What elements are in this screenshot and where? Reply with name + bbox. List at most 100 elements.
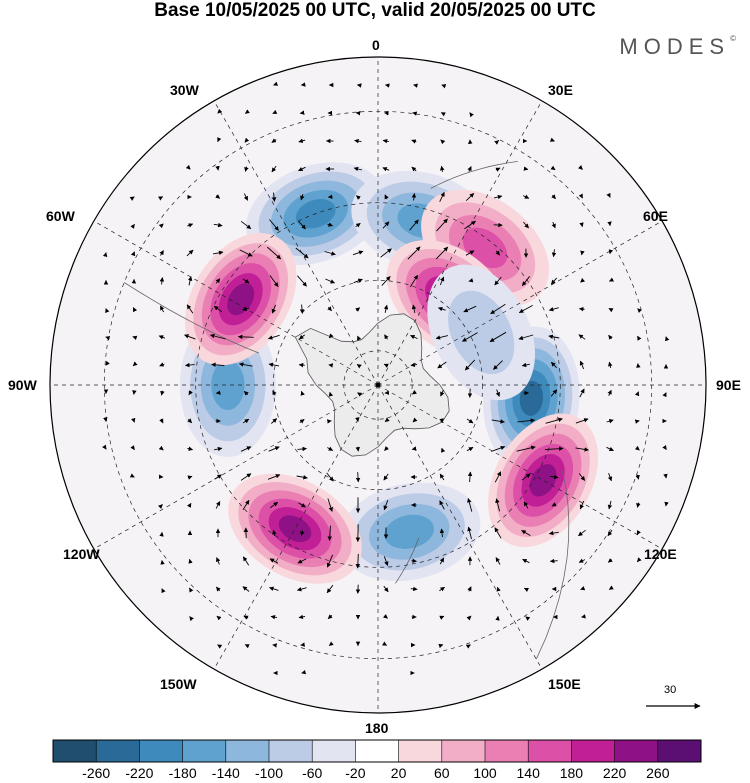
colorbar-swatch [139, 740, 183, 762]
wind-vector [435, 335, 449, 340]
wind-vector [243, 615, 249, 620]
wind-vector [325, 278, 336, 284]
wind-vector [267, 474, 281, 480]
wind-vector [579, 222, 584, 228]
wind-vector [634, 391, 640, 397]
wind-vector [216, 586, 221, 592]
wind-vector [186, 249, 194, 257]
wind-vector [495, 557, 501, 565]
wind-vector [465, 644, 471, 649]
wind-vector [355, 472, 361, 483]
wind-vector [158, 335, 166, 340]
colorbar-label: 100 [473, 765, 497, 781]
wind-vector [185, 164, 191, 170]
wind-vector [607, 558, 613, 563]
wind-vector [384, 417, 390, 423]
wind-vector [187, 502, 192, 508]
wind-vector [523, 166, 529, 171]
wind-vector [467, 586, 472, 592]
wind-vectors [102, 81, 670, 676]
coastline [430, 161, 518, 189]
wind-vector [550, 361, 558, 369]
wind-vector [132, 361, 138, 367]
anomaly-cell [338, 482, 481, 582]
wind-vector [269, 558, 279, 564]
wind-vector [215, 194, 221, 199]
wind-vector [437, 306, 446, 312]
coastline [395, 537, 420, 584]
wind-vector [465, 192, 475, 202]
colorbar [52, 739, 702, 763]
wind-vector [269, 586, 279, 591]
wind-vector [521, 530, 531, 536]
wind-vector [634, 445, 640, 451]
wind-vector [353, 166, 363, 172]
wind-vector [412, 111, 418, 116]
wind-vector [607, 500, 613, 510]
wind-vector [494, 527, 502, 539]
wind-vector [185, 362, 195, 368]
wind-vector [298, 502, 306, 508]
wind-vector [580, 250, 585, 256]
wind-vector [383, 473, 389, 481]
colorbar-label: -20 [345, 765, 366, 781]
wind-vector [271, 165, 277, 173]
wind-vector [518, 334, 534, 341]
colorbar-swatch [398, 740, 443, 762]
wind-vector [407, 246, 421, 260]
wind-vector [242, 586, 250, 592]
wind-vector [131, 417, 136, 423]
wind-vector [439, 191, 445, 202]
wind-vector [439, 615, 445, 620]
wind-vector [437, 361, 447, 369]
wind-vector [549, 558, 558, 564]
wind-vector [548, 530, 559, 536]
wind-vector [382, 139, 389, 144]
wind-vector [465, 250, 475, 256]
wind-vector [326, 554, 334, 568]
anomaly-contour [519, 380, 544, 416]
wind-vector [271, 192, 277, 202]
wind-vector [384, 194, 389, 200]
wind-vector [188, 390, 193, 396]
wind-vector [355, 195, 361, 200]
wind-vector [130, 223, 135, 229]
meridian-line [377, 384, 663, 550]
wind-vector [159, 277, 165, 285]
wind-vector [130, 445, 135, 451]
colorbar-label: 220 [602, 765, 627, 781]
colorbar-frame [52, 739, 702, 763]
wind-vector [159, 362, 165, 367]
wind-vector [268, 446, 280, 452]
colorbar-label: -220 [125, 765, 154, 781]
label-lon-150e: 150E [548, 676, 581, 692]
wind-vector [187, 276, 193, 286]
wind-vector [466, 446, 474, 452]
wind-vector [189, 616, 194, 622]
wind-vector [548, 307, 559, 312]
wind-vector [242, 499, 250, 510]
label-lon-120e: 120E [644, 546, 677, 562]
anomaly-contour [211, 360, 245, 410]
wind-vector [522, 558, 530, 564]
label-lon-30w: 30W [170, 82, 199, 98]
wind-vector [299, 304, 305, 314]
colorbar-label: -260 [82, 765, 111, 781]
wind-vector [297, 446, 307, 452]
wind-vector [270, 614, 278, 620]
wind-vector [383, 500, 389, 511]
wind-vector [578, 306, 585, 312]
wind-vector [608, 361, 613, 369]
wind-vector [411, 558, 417, 564]
wind-vector [270, 501, 279, 509]
wind-vector [411, 304, 417, 314]
wind-vector [242, 556, 250, 566]
meridian-line [377, 220, 663, 386]
meridian-line [93, 220, 379, 386]
wind-vector [355, 222, 361, 228]
wind-vector [608, 308, 614, 313]
wind-vector [298, 362, 305, 368]
label-lon-60w: 60W [46, 208, 75, 224]
wind-vector [160, 305, 165, 313]
wind-vector [215, 501, 221, 509]
